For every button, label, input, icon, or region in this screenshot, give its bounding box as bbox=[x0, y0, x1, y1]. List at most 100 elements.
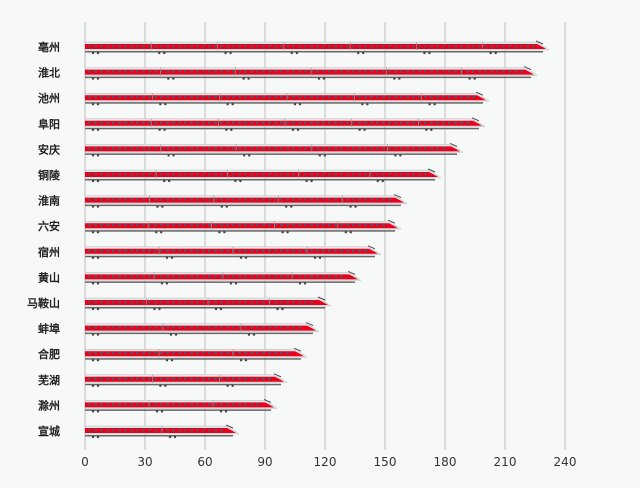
train-window bbox=[202, 352, 205, 355]
train-window bbox=[118, 377, 121, 380]
train-window bbox=[142, 352, 145, 355]
train-window bbox=[166, 326, 169, 329]
train-window bbox=[106, 429, 109, 431]
train-window bbox=[376, 147, 379, 150]
train-window bbox=[100, 96, 103, 99]
train-window bbox=[334, 121, 337, 124]
train-window bbox=[442, 45, 445, 47]
train-window bbox=[202, 45, 205, 47]
train-window bbox=[496, 45, 499, 47]
train-window bbox=[268, 275, 271, 278]
train-window bbox=[466, 45, 469, 47]
train-window bbox=[274, 224, 277, 227]
wheel bbox=[159, 384, 162, 387]
train-window bbox=[292, 224, 295, 227]
train-window bbox=[232, 352, 235, 355]
train-window bbox=[196, 377, 199, 380]
train-window bbox=[442, 70, 445, 73]
train-window bbox=[286, 249, 289, 252]
train-window bbox=[148, 403, 151, 406]
category-label: 铜陵 bbox=[37, 168, 61, 182]
train-window bbox=[196, 173, 199, 175]
train-window bbox=[268, 352, 271, 355]
train-window bbox=[154, 45, 157, 47]
train-bar bbox=[84, 40, 550, 55]
train-window bbox=[214, 121, 217, 124]
train-window bbox=[280, 173, 283, 175]
train-window bbox=[460, 96, 463, 99]
gridlines bbox=[84, 22, 566, 450]
wheel bbox=[239, 179, 242, 183]
train-window bbox=[334, 70, 337, 73]
train-window bbox=[232, 121, 235, 124]
train-window bbox=[250, 121, 253, 124]
train-window bbox=[298, 249, 301, 252]
train-window bbox=[142, 403, 145, 406]
train-window bbox=[328, 45, 331, 47]
wheel bbox=[96, 282, 100, 285]
wheel bbox=[323, 154, 326, 157]
train-window bbox=[298, 121, 301, 124]
train-window bbox=[160, 377, 163, 380]
train-window bbox=[352, 198, 355, 201]
train-window bbox=[364, 121, 367, 124]
x-tick-label: 30 bbox=[137, 455, 152, 469]
train-window bbox=[154, 96, 157, 99]
train-window bbox=[250, 403, 253, 406]
train-window bbox=[292, 70, 295, 73]
category-label: 宣城 bbox=[38, 424, 60, 438]
category-label: 滁州 bbox=[38, 398, 60, 412]
train-window bbox=[268, 173, 271, 175]
train-window bbox=[292, 326, 295, 329]
wheel bbox=[170, 359, 174, 362]
train-window bbox=[286, 326, 289, 329]
train-window bbox=[244, 249, 247, 252]
train-window bbox=[118, 249, 121, 252]
train-window bbox=[370, 45, 373, 47]
train-window bbox=[322, 147, 325, 150]
train-window bbox=[232, 45, 235, 47]
train-window bbox=[304, 275, 307, 278]
category-label: 安庆 bbox=[38, 142, 60, 156]
wheel bbox=[164, 103, 167, 106]
train-window bbox=[448, 45, 451, 47]
train-window bbox=[286, 147, 289, 150]
train-window bbox=[94, 301, 97, 303]
x-axis-ticks: 0 30 60 90 120 150 180 210 240 bbox=[81, 455, 576, 469]
train-window bbox=[148, 249, 151, 252]
train-window bbox=[274, 45, 277, 47]
train-window bbox=[268, 121, 271, 124]
train-window bbox=[370, 70, 373, 73]
train-window bbox=[118, 301, 121, 303]
train-window bbox=[244, 96, 247, 99]
wheel bbox=[168, 179, 171, 183]
wheel bbox=[489, 51, 492, 55]
train-window bbox=[148, 96, 151, 99]
train-window bbox=[400, 45, 403, 47]
windshield bbox=[387, 219, 396, 224]
train-window bbox=[220, 147, 223, 150]
train-window bbox=[136, 352, 139, 355]
train-window bbox=[202, 173, 205, 175]
train-window bbox=[424, 70, 427, 73]
train-window bbox=[100, 121, 103, 124]
wheel bbox=[91, 333, 95, 336]
train-bar bbox=[84, 424, 240, 439]
category-label: 合肥 bbox=[38, 347, 60, 361]
train-window bbox=[154, 70, 157, 73]
train-window bbox=[172, 377, 175, 380]
train-window bbox=[274, 275, 277, 278]
wheel bbox=[430, 128, 433, 131]
train-window bbox=[220, 70, 223, 73]
train-window bbox=[448, 70, 451, 73]
train-window bbox=[154, 377, 157, 380]
train-window bbox=[298, 70, 301, 73]
train-window bbox=[388, 121, 391, 124]
wheel bbox=[363, 128, 366, 131]
train-window bbox=[124, 45, 127, 47]
train-window bbox=[178, 45, 181, 47]
train-window bbox=[232, 403, 235, 406]
train-window bbox=[136, 275, 139, 278]
train-window bbox=[184, 377, 187, 380]
train-window bbox=[178, 377, 181, 380]
